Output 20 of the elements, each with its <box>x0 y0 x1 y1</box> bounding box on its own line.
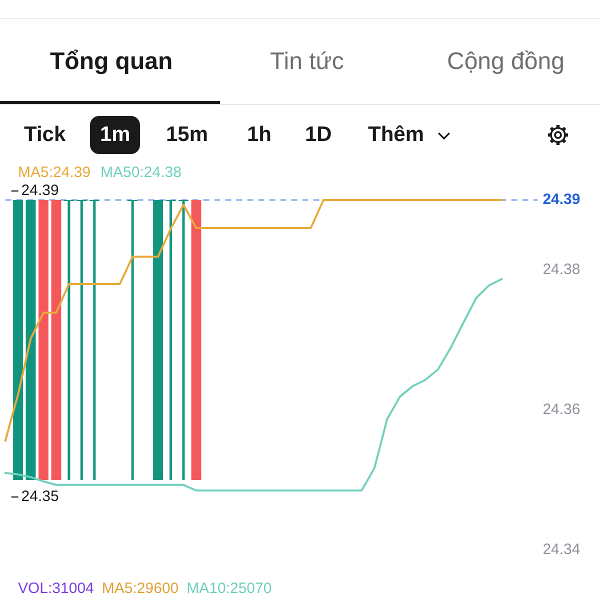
text: 15m <box>166 122 208 148</box>
text: VOL:31004 <box>18 580 94 597</box>
y-tick-label: 24.34 <box>542 541 580 558</box>
interval-button[interactable]: 1m <box>90 116 140 154</box>
y-tick-label: 24.38 <box>542 261 580 278</box>
text: 1h <box>247 122 272 148</box>
text: 1D <box>305 122 332 148</box>
annotation: 24.39 <box>21 182 59 200</box>
y-tick-label: 24.36 <box>542 401 580 418</box>
text: MA5:29600 <box>102 580 179 597</box>
text: MA50:24.38 <box>100 164 182 182</box>
text: Tin tức <box>270 48 344 76</box>
text: Tổng quan <box>50 48 173 76</box>
text: Cộng đồng <box>447 48 564 76</box>
text: MA5:24.39 <box>18 164 91 182</box>
y-tick-label: 24.39 <box>542 191 580 208</box>
text: MA10:25070 <box>186 580 272 597</box>
annotation: 24.35 <box>21 488 59 506</box>
text: Thêm <box>368 122 424 148</box>
text: Tick <box>24 122 66 148</box>
